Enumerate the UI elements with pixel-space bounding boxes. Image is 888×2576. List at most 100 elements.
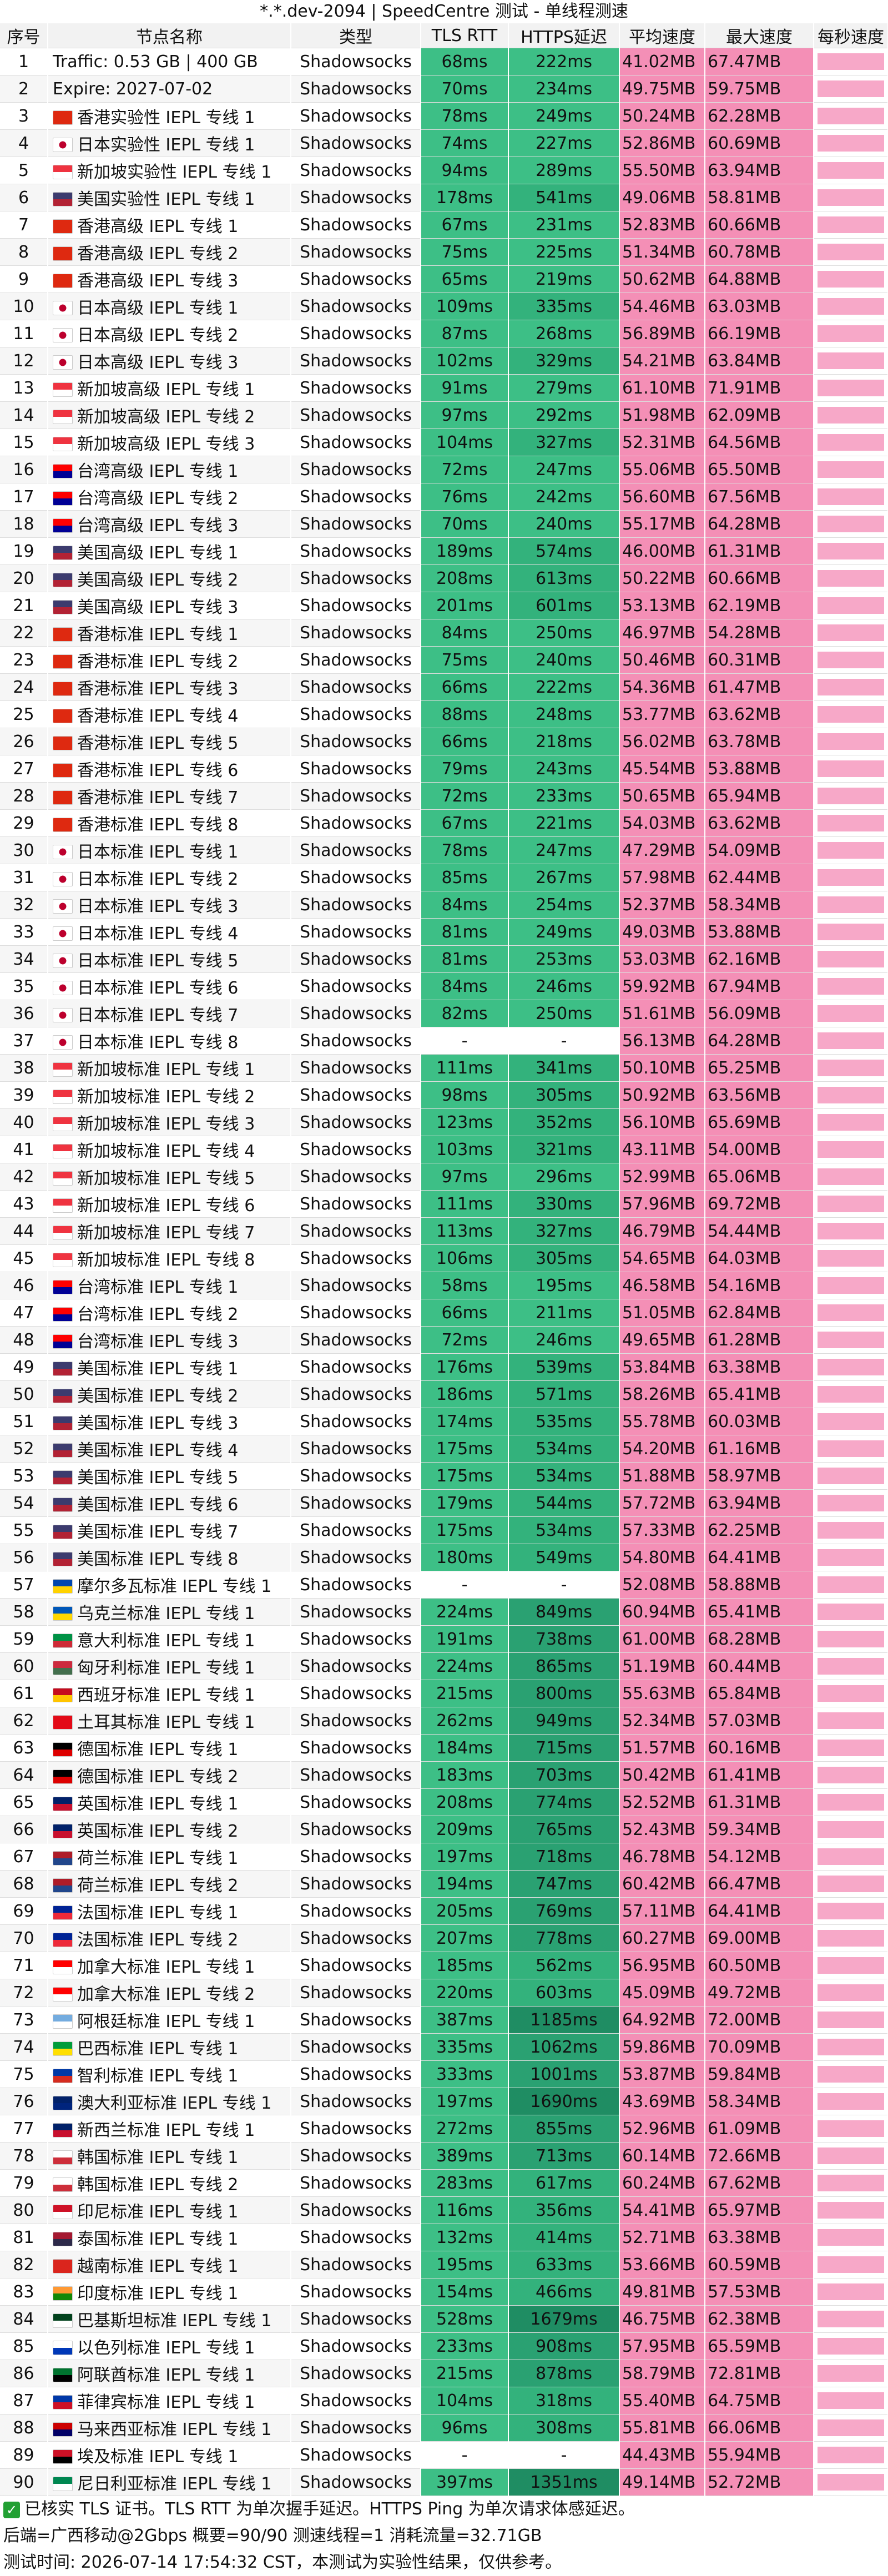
table-row: 88 马来西亚标准 IEPL 专线 1 Shadowsocks 96ms 308ms 55… — [0, 2414, 888, 2442]
tls-rtt: 84ms — [421, 972, 509, 1000]
node-type: Shadowsocks — [291, 1652, 421, 1680]
row-id: 72 — [0, 1979, 48, 2007]
per-second-speed — [814, 619, 888, 647]
flag-tw-icon — [53, 1334, 73, 1349]
node-name-text: 埃及标准 IEPL 专线 1 — [77, 2447, 239, 2467]
avg-speed: 53.66MB — [619, 2251, 705, 2278]
https-ping: 318ms — [508, 2387, 620, 2414]
per-second-speed-bar — [818, 597, 884, 614]
row-id: 66 — [0, 1816, 48, 1843]
tls-rtt: - — [421, 1571, 509, 1599]
node-name-text: 法国标准 IEPL 专线 1 — [77, 1903, 239, 1923]
tls-rtt: 97ms — [421, 401, 509, 429]
row-id: 80 — [0, 2196, 48, 2224]
per-second-speed — [814, 2387, 888, 2414]
per-second-speed — [814, 1435, 888, 1463]
per-second-speed — [814, 1489, 888, 1517]
flag-gb-icon — [53, 1824, 73, 1838]
node-name: 香港高级 IEPL 专线 3 — [48, 265, 291, 293]
table-row: 74 巴西标准 IEPL 专线 1 Shadowsocks 335ms 1062ms 59… — [0, 2033, 888, 2061]
row-id: 71 — [0, 1952, 48, 1979]
per-second-speed — [814, 809, 888, 837]
node-name-text: 香港标准 IEPL 专线 6 — [77, 761, 239, 780]
node-name-text: 香港标准 IEPL 专线 8 — [77, 815, 239, 835]
tls-rtt: 88ms — [421, 700, 509, 728]
https-ping: 352ms — [508, 1108, 620, 1136]
avg-speed: 54.46MB — [619, 293, 705, 320]
per-second-speed-bar — [818, 869, 884, 886]
tls-rtt: 106ms — [421, 1244, 509, 1272]
per-second-speed-bar — [818, 1957, 884, 1974]
per-second-speed-bar — [818, 1631, 884, 1647]
avg-speed: 61.10MB — [619, 374, 705, 402]
node-type: Shadowsocks — [291, 211, 421, 239]
node-name-text: 新加坡标准 IEPL 专线 4 — [77, 1142, 255, 1161]
footer: ✓ 已核实 TLS 证书。TLS RTT 为单次握手延迟。HTTPS Ping 为… — [0, 2496, 888, 2576]
table-row: 10 日本高级 IEPL 专线 1 Shadowsocks 109ms 335ms 54.… — [0, 293, 888, 320]
tls-rtt: 389ms — [421, 2142, 509, 2170]
per-second-speed — [814, 401, 888, 429]
max-speed: 72.66MB — [705, 2142, 814, 2170]
per-second-speed-bar — [818, 760, 884, 777]
node-name-text: 乌克兰标准 IEPL 专线 1 — [77, 1604, 255, 1624]
tls-rtt: 180ms — [421, 1544, 509, 1571]
footer-note: ✓ 已核实 TLS 证书。TLS RTT 为单次握手延迟。HTTPS Ping 为… — [0, 2496, 888, 2523]
per-second-speed — [814, 2360, 888, 2387]
table-row: 30 日本标准 IEPL 专线 1 Shadowsocks 78ms 247ms 47.2… — [0, 836, 888, 864]
https-ping: 800ms — [508, 1680, 620, 1707]
avg-speed: 46.97MB — [619, 619, 705, 647]
per-second-speed-bar — [818, 2229, 884, 2246]
max-speed: 63.38MB — [705, 2224, 814, 2251]
tls-rtt: 387ms — [421, 2006, 509, 2034]
node-type: Shadowsocks — [291, 1054, 421, 1082]
node-name-text: 新加坡高级 IEPL 专线 2 — [77, 407, 255, 427]
flag-sg-icon — [53, 1253, 73, 1267]
per-second-speed — [814, 211, 888, 239]
max-speed: 63.78MB — [705, 728, 814, 755]
node-name-text: 巴基斯坦标准 IEPL 专线 1 — [77, 2311, 272, 2331]
node-type: Shadowsocks — [291, 374, 421, 402]
row-id: 34 — [0, 945, 48, 973]
node-name: 匈牙利标准 IEPL 专线 1 — [48, 1652, 291, 1680]
row-id: 58 — [0, 1598, 48, 1626]
tls-rtt: 66ms — [421, 1299, 509, 1327]
max-speed: 54.09MB — [705, 836, 814, 864]
avg-speed: 50.22MB — [619, 564, 705, 592]
max-speed: 62.09MB — [705, 401, 814, 429]
node-name: 菲律宾标准 IEPL 专线 1 — [48, 2387, 291, 2414]
node-name-text: 美国高级 IEPL 专线 3 — [77, 598, 239, 617]
per-second-speed — [814, 1897, 888, 1925]
row-id: 63 — [0, 1734, 48, 1762]
max-speed: 67.62MB — [705, 2169, 814, 2197]
flag-us-icon — [53, 192, 73, 206]
avg-speed: 52.83MB — [619, 211, 705, 239]
table-row: 38 新加坡标准 IEPL 专线 1 Shadowsocks 111ms 341ms 50… — [0, 1054, 888, 1082]
per-second-speed — [814, 184, 888, 211]
node-type: Shadowsocks — [291, 1870, 421, 1898]
node-type: Shadowsocks — [291, 2387, 421, 2414]
https-ping: 562ms — [508, 1952, 620, 1979]
node-name: 印尼标准 IEPL 专线 1 — [48, 2196, 291, 2224]
table-row: 23 香港标准 IEPL 专线 2 Shadowsocks 75ms 240ms 50.4… — [0, 646, 888, 674]
per-second-speed-bar — [818, 733, 884, 750]
node-name: 加拿大标准 IEPL 专线 2 — [48, 1979, 291, 2007]
node-type: Shadowsocks — [291, 1571, 421, 1599]
https-ping: - — [508, 2441, 620, 2469]
max-speed: 72.81MB — [705, 2360, 814, 2387]
flag-jp-icon — [53, 899, 73, 914]
per-second-speed-bar — [818, 1848, 884, 1865]
node-type: Shadowsocks — [291, 2251, 421, 2278]
per-second-speed — [814, 782, 888, 810]
node-name: 新加坡标准 IEPL 专线 3 — [48, 1108, 291, 1136]
https-ping: 574ms — [508, 537, 620, 565]
per-second-speed — [814, 1027, 888, 1055]
node-type: Shadowsocks — [291, 75, 421, 103]
https-ping: 222ms — [508, 48, 620, 75]
max-speed: 62.25MB — [705, 1516, 814, 1544]
node-type: Shadowsocks — [291, 265, 421, 293]
per-second-speed-bar — [818, 1060, 884, 1076]
row-id: 45 — [0, 1244, 48, 1272]
node-name-text: 美国标准 IEPL 专线 6 — [77, 1495, 239, 1515]
table-row: 63 德国标准 IEPL 专线 1 Shadowsocks 184ms 715ms 51.… — [0, 1734, 888, 1762]
row-id: 35 — [0, 972, 48, 1000]
